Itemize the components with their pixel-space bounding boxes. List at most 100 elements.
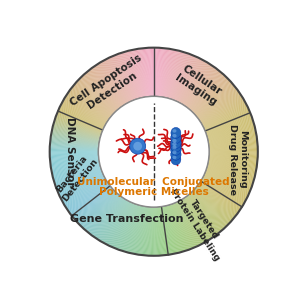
Ellipse shape <box>172 142 177 146</box>
Wedge shape <box>111 56 131 101</box>
Wedge shape <box>50 153 98 154</box>
Wedge shape <box>209 141 257 146</box>
Wedge shape <box>201 97 243 123</box>
Wedge shape <box>160 48 166 97</box>
Wedge shape <box>138 49 146 97</box>
Wedge shape <box>93 66 122 107</box>
Wedge shape <box>208 135 257 144</box>
Ellipse shape <box>172 156 176 159</box>
Wedge shape <box>178 201 200 246</box>
Wedge shape <box>82 76 116 111</box>
Wedge shape <box>152 207 153 256</box>
Wedge shape <box>158 207 163 255</box>
Wedge shape <box>186 68 216 107</box>
Wedge shape <box>50 140 99 146</box>
Wedge shape <box>67 94 108 122</box>
Wedge shape <box>106 201 129 245</box>
Wedge shape <box>157 207 161 256</box>
Wedge shape <box>71 87 110 118</box>
Wedge shape <box>206 115 251 132</box>
Wedge shape <box>182 199 208 241</box>
Wedge shape <box>199 91 239 119</box>
Wedge shape <box>122 52 138 99</box>
Wedge shape <box>164 206 173 254</box>
Wedge shape <box>202 100 244 124</box>
Wedge shape <box>209 156 257 161</box>
Wedge shape <box>208 159 257 167</box>
Wedge shape <box>123 52 138 99</box>
Wedge shape <box>96 65 123 106</box>
Wedge shape <box>208 163 256 173</box>
Wedge shape <box>205 111 250 130</box>
Ellipse shape <box>172 134 176 138</box>
Wedge shape <box>190 73 223 110</box>
Wedge shape <box>83 192 117 229</box>
Wedge shape <box>197 186 235 217</box>
Wedge shape <box>122 52 137 99</box>
Wedge shape <box>69 184 109 213</box>
Wedge shape <box>184 198 212 239</box>
Wedge shape <box>103 61 127 103</box>
Wedge shape <box>122 204 137 251</box>
Wedge shape <box>124 52 139 99</box>
Wedge shape <box>173 204 190 250</box>
Wedge shape <box>64 180 106 206</box>
Wedge shape <box>54 167 101 182</box>
Wedge shape <box>198 185 237 214</box>
Wedge shape <box>76 188 112 221</box>
Wedge shape <box>194 189 230 223</box>
Wedge shape <box>195 188 232 221</box>
Wedge shape <box>76 82 112 115</box>
Wedge shape <box>185 197 213 238</box>
Wedge shape <box>75 83 112 115</box>
Wedge shape <box>66 95 107 122</box>
Wedge shape <box>107 201 130 245</box>
Wedge shape <box>109 57 130 102</box>
Wedge shape <box>84 193 117 230</box>
Circle shape <box>133 142 142 150</box>
Wedge shape <box>170 52 186 99</box>
Wedge shape <box>208 137 257 145</box>
Wedge shape <box>164 49 174 97</box>
Wedge shape <box>121 204 136 251</box>
Wedge shape <box>155 207 158 256</box>
Wedge shape <box>50 150 98 151</box>
Wedge shape <box>59 109 104 129</box>
Wedge shape <box>50 143 99 147</box>
Wedge shape <box>209 152 258 154</box>
Wedge shape <box>206 168 253 183</box>
Wedge shape <box>167 205 180 253</box>
Wedge shape <box>205 173 250 193</box>
Wedge shape <box>201 98 243 124</box>
Wedge shape <box>80 78 115 113</box>
Ellipse shape <box>171 127 181 138</box>
Wedge shape <box>208 138 257 145</box>
Wedge shape <box>79 190 114 225</box>
Wedge shape <box>183 64 210 105</box>
Wedge shape <box>97 64 124 105</box>
Wedge shape <box>58 174 103 194</box>
Wedge shape <box>197 87 236 118</box>
Wedge shape <box>201 97 242 123</box>
Wedge shape <box>160 49 167 97</box>
Wedge shape <box>53 126 100 138</box>
Wedge shape <box>206 170 252 186</box>
Wedge shape <box>168 205 181 252</box>
Wedge shape <box>179 59 202 103</box>
Text: Bacteria
Detection: Bacteria Detection <box>53 150 100 203</box>
Wedge shape <box>82 76 116 112</box>
Wedge shape <box>96 198 123 239</box>
Wedge shape <box>190 193 224 230</box>
Wedge shape <box>207 167 254 181</box>
Wedge shape <box>130 50 141 98</box>
Wedge shape <box>82 192 116 228</box>
Wedge shape <box>174 203 192 249</box>
Wedge shape <box>102 200 127 242</box>
Wedge shape <box>203 106 248 128</box>
Wedge shape <box>104 200 128 243</box>
Wedge shape <box>144 48 149 97</box>
Wedge shape <box>59 175 104 196</box>
Wedge shape <box>113 203 133 248</box>
Wedge shape <box>136 49 145 97</box>
Wedge shape <box>87 194 119 232</box>
